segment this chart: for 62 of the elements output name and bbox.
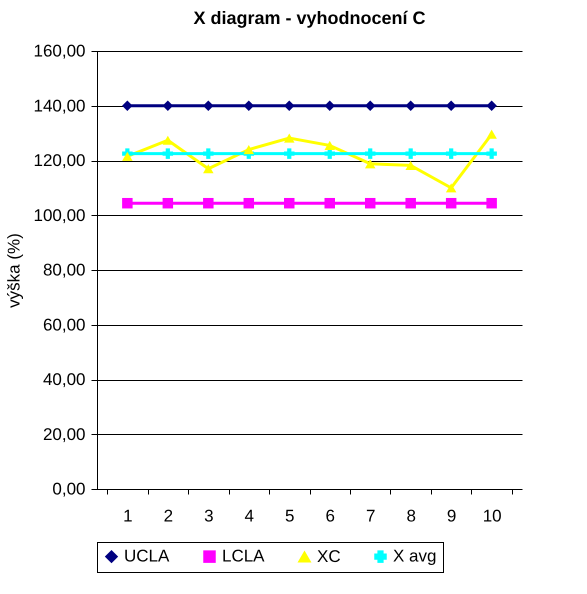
- x-tick-label: 6: [326, 506, 335, 526]
- point: [405, 198, 416, 208]
- point: [364, 148, 376, 159]
- point: [162, 100, 174, 111]
- point: [244, 198, 254, 208]
- point: [486, 148, 497, 159]
- point: [203, 148, 214, 159]
- point: [446, 198, 456, 208]
- y-tick-label: 160,00: [34, 42, 86, 60]
- x-tick-label: 8: [406, 506, 416, 526]
- point: [364, 198, 376, 208]
- point: [284, 198, 295, 208]
- x-tick-label: 7: [366, 506, 376, 526]
- legend-label: LCLA: [222, 546, 266, 566]
- point: [405, 160, 416, 170]
- y-tick-label: 140,00: [34, 96, 86, 116]
- point: [122, 152, 133, 161]
- point: [405, 100, 416, 111]
- x-tick-label: 3: [204, 506, 214, 526]
- y-axis-title: výška (%): [4, 233, 24, 308]
- y-tick-label: 100,00: [34, 206, 86, 225]
- y-tick-label: 80,00: [42, 260, 86, 280]
- point: [162, 136, 174, 145]
- point: [244, 100, 254, 111]
- point: [162, 198, 174, 208]
- x-tick-label: 4: [244, 506, 254, 526]
- point: [122, 198, 133, 208]
- point: [284, 100, 295, 111]
- point: [364, 159, 376, 168]
- point: [324, 140, 335, 150]
- x-tick-label: 2: [164, 506, 174, 526]
- point: [244, 145, 254, 154]
- chart-title: X diagram - vyhodnocení C: [193, 8, 426, 28]
- y-tick-label: 0,00: [52, 480, 86, 498]
- point: [486, 198, 497, 208]
- point: [446, 183, 456, 192]
- point: [446, 148, 456, 159]
- y-tick-label: 60,00: [42, 315, 86, 334]
- x-tick-label: 10: [482, 506, 502, 526]
- point: [324, 198, 335, 208]
- point: [405, 148, 416, 159]
- point: [486, 100, 497, 111]
- point: [203, 198, 214, 208]
- point: [446, 100, 456, 111]
- legend-label: XC: [317, 546, 341, 566]
- x-tick-label: 9: [446, 506, 456, 526]
- x-tick-label: 1: [123, 506, 133, 526]
- point: [162, 148, 174, 159]
- y-tick-label: 40,00: [42, 370, 86, 389]
- point: [122, 100, 133, 111]
- legend-label: X avg: [393, 546, 436, 566]
- point: [324, 100, 335, 111]
- point: [284, 148, 295, 159]
- point: [284, 134, 295, 143]
- point: [486, 130, 497, 139]
- x-tick-label: 5: [285, 506, 294, 526]
- legend-label: UCLA: [124, 546, 170, 566]
- point: [203, 164, 214, 174]
- point: [203, 100, 214, 111]
- y-tick-label: 20,00: [42, 424, 86, 444]
- point: [364, 100, 376, 111]
- y-tick-label: 120,00: [34, 151, 86, 170]
